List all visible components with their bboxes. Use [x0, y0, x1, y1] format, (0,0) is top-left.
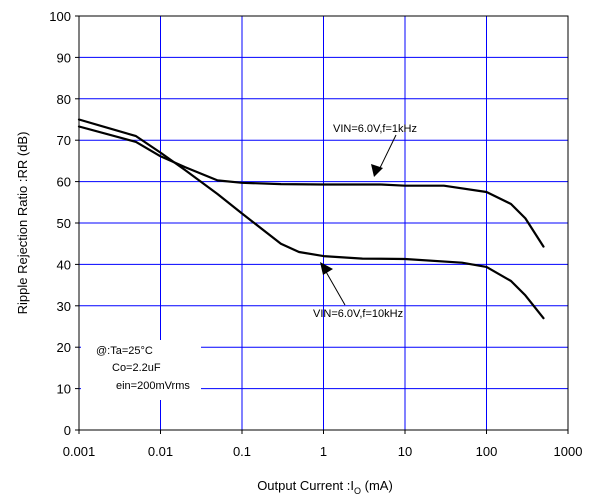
x-axis-label: Output Current :IO (mA): [257, 478, 393, 496]
y-tick-label: 100: [49, 9, 71, 24]
x-axis-ticks: 0.001 0.01 0.1 1 10 100 1000: [63, 430, 583, 459]
y-tick-label: 20: [57, 340, 71, 355]
annotation-1khz: VIN=6.0V,f=1kHz: [333, 123, 417, 177]
x-tick-label: 0.1: [233, 444, 251, 459]
condition-co: Co=2.2uF: [112, 362, 161, 374]
x-axis-label-sub: O: [354, 486, 361, 496]
x-axis-label-unit: (mA): [361, 478, 393, 493]
y-tick-label: 70: [57, 133, 71, 148]
condition-ta: @:Ta=25°C: [96, 345, 153, 357]
series-line-10khz: [77, 118, 545, 320]
y-tick-label: 40: [57, 257, 71, 272]
annotation-10khz: VIN=6.0V,f=10kHz: [313, 262, 403, 320]
series-layer: [77, 118, 545, 320]
x-tick-label: 0.01: [148, 444, 173, 459]
x-tick-label: 1: [320, 444, 327, 459]
series-label-1khz: VIN=6.0V,f=1kHz: [333, 123, 417, 135]
y-tick-label: 30: [57, 299, 71, 314]
x-axis-label-main: Output Current :I: [257, 478, 354, 493]
condition-ein: ein=200mVrms: [116, 380, 190, 392]
y-tick-label: 90: [57, 50, 71, 65]
y-tick-label: 60: [57, 175, 71, 190]
y-axis-ticks: 0 10 20 30 40 50 60 70 80 90 100: [49, 9, 79, 438]
y-tick-label: 80: [57, 92, 71, 107]
x-tick-label: 1000: [554, 444, 583, 459]
x-tick-label: 100: [476, 444, 498, 459]
y-tick-label: 10: [57, 382, 71, 397]
x-tick-label: 0.001: [63, 444, 96, 459]
series-label-10khz: VIN=6.0V,f=10kHz: [313, 308, 403, 320]
x-tick-label: 10: [398, 444, 412, 459]
y-tick-label: 50: [57, 216, 71, 231]
y-tick-label: 0: [64, 423, 71, 438]
y-axis-label: Ripple Rejection Ratio :RR (dB): [15, 132, 30, 315]
conditions-box: @:Ta=25°C Co=2.2uF ein=200mVrms: [81, 340, 201, 400]
